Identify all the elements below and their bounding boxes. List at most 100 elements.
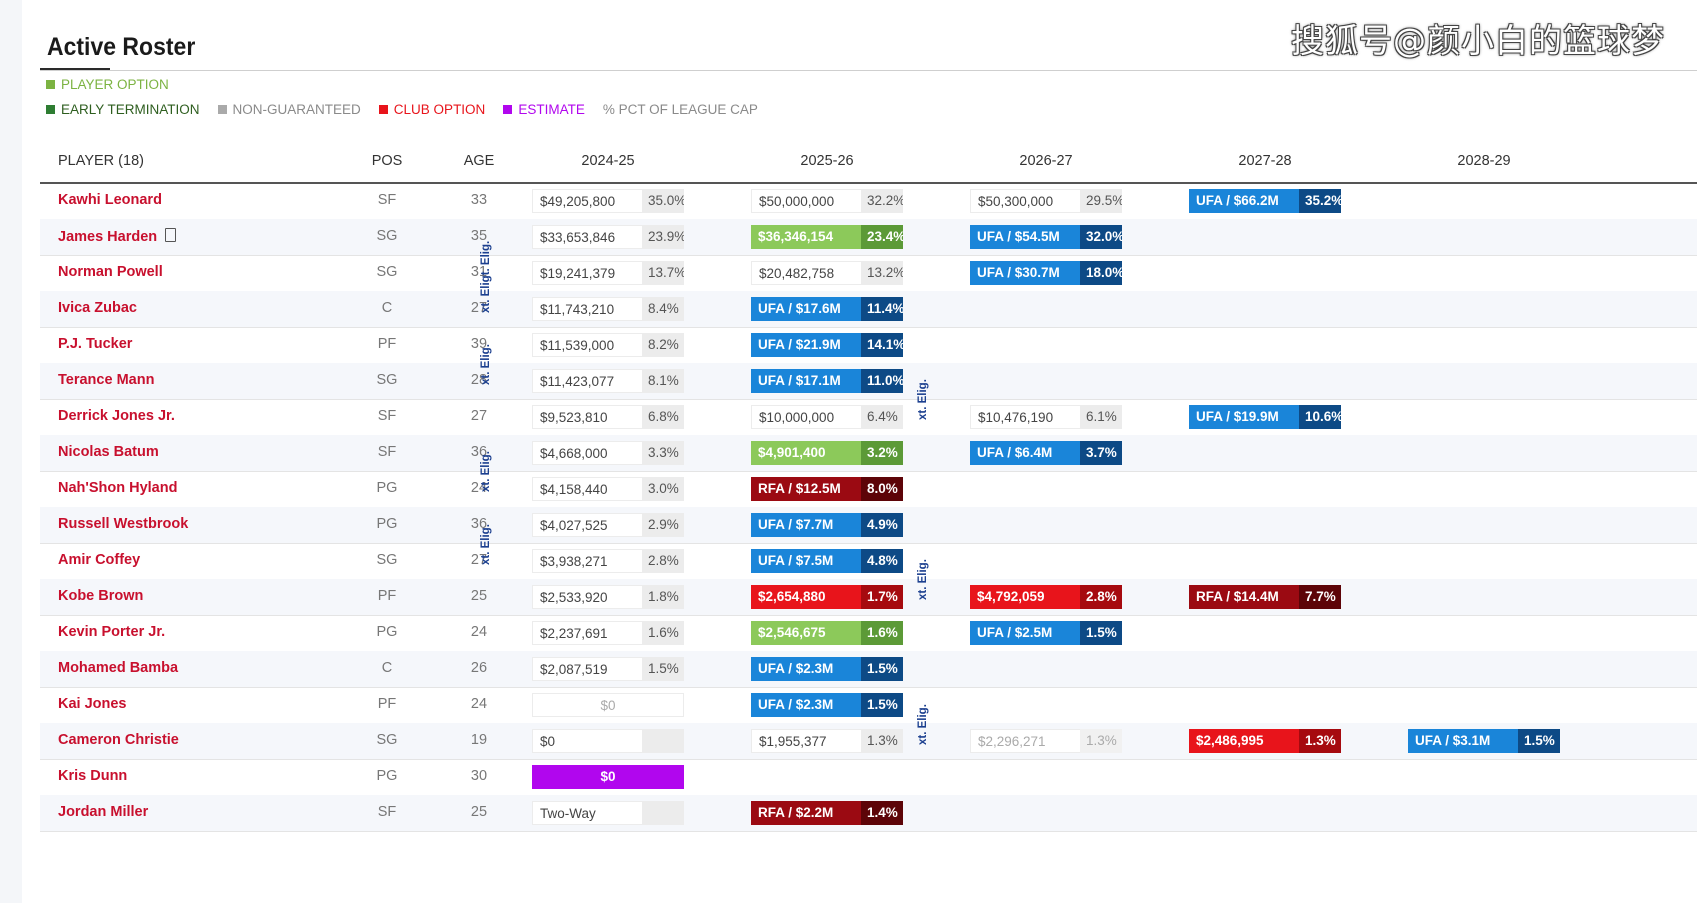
header-pos[interactable]: POS <box>371 153 403 169</box>
player-name-text: Jordan Miller <box>58 804 149 820</box>
player-name-link[interactable]: Norman Powell <box>58 264 163 280</box>
player-name-link[interactable]: Nah'Shon Hyland <box>58 480 177 496</box>
player-name-link[interactable]: Kevin Porter Jr. <box>58 624 165 640</box>
player-name-text: Mohamed Bamba <box>58 660 179 676</box>
contract-cell-ufa[interactable]: UFA / $7.7M 4.9% <box>751 513 903 537</box>
contract-cell-plain[interactable]: $3,938,271 2.8% <box>532 549 684 573</box>
contract-cell-ufa[interactable]: UFA / $2.3M 1.5% <box>751 693 903 717</box>
player-position: SG <box>376 732 398 748</box>
player-name-link[interactable]: Kai Jones <box>58 696 127 712</box>
contract-cell-plain[interactable]: $2,533,920 1.8% <box>532 585 684 609</box>
player-name-text: Cameron Christie <box>58 732 179 748</box>
legend-item-club-option: CLUB OPTION <box>378 102 485 117</box>
contract-cell-plain[interactable]: $50,000,000 32.2% <box>751 189 903 213</box>
contract-cell-rfa[interactable]: RFA / $12.5M 8.0% <box>751 477 903 501</box>
player-position: PG <box>376 768 398 784</box>
header-season-2024-25[interactable]: 2024-25 <box>581 153 635 169</box>
contract-cell-plain[interactable]: Two-Way <box>532 801 684 825</box>
contract-cell-plain[interactable]: $4,668,000 3.3% <box>532 441 684 465</box>
contract-cell-ufa[interactable]: UFA / $19.9M 10.6% <box>1189 405 1341 429</box>
player-name-link[interactable]: Amir Coffey <box>58 552 140 568</box>
contract-cell-ufa[interactable]: UFA / $3.1M 1.5% <box>1408 729 1560 753</box>
contract-cell-plain[interactable]: $0 <box>532 729 684 753</box>
contract-amount: $2,087,519 <box>532 657 642 681</box>
contract-cell-plain[interactable]: $11,743,210 8.4% <box>532 297 684 321</box>
contract-cell-co[interactable]: $2,486,995 1.3% <box>1189 729 1341 753</box>
contract-cell-ufa[interactable]: UFA / $30.7M 18.0% <box>970 261 1122 285</box>
player-name-link[interactable]: James Harden <box>58 228 177 245</box>
player-name-text: Nicolas Batum <box>58 444 159 460</box>
header-age[interactable]: AGE <box>463 153 495 169</box>
player-name-link[interactable]: Kobe Brown <box>58 588 143 604</box>
player-name-link[interactable]: Kris Dunn <box>58 768 127 784</box>
contract-cell-plain[interactable]: $2,087,519 1.5% <box>532 657 684 681</box>
extension-eligible-label: xt. Elig. <box>917 704 929 745</box>
contract-amount: $1,955,377 <box>751 729 861 753</box>
contract-pct-cap: 1.3% <box>861 729 903 753</box>
contract-pct-cap: 32.2% <box>861 189 903 213</box>
table-row: Kris Dunn PG 30 $0 <box>40 759 1697 796</box>
player-name-link[interactable]: Terance Mann <box>58 372 154 388</box>
contract-cell-plain[interactable]: $49,205,800 35.0% <box>532 189 684 213</box>
contract-cell-plain[interactable]: $10,000,000 6.4% <box>751 405 903 429</box>
contract-cell-ufa[interactable]: UFA / $7.5M 4.8% <box>751 549 903 573</box>
contract-cell-ufa[interactable]: UFA / $54.5M 32.0% <box>970 225 1122 249</box>
contract-cell-ufa[interactable]: UFA / $21.9M 14.1% <box>751 333 903 357</box>
contract-cell-plain[interactable]: $2,237,691 1.6% <box>532 621 684 645</box>
document-icon[interactable] <box>165 228 177 242</box>
contract-cell-ufa[interactable]: UFA / $17.6M 11.4% <box>751 297 903 321</box>
header-season-2027-28[interactable]: 2027-28 <box>1238 153 1292 169</box>
contract-amount: $10,000,000 <box>751 405 861 429</box>
contract-amount: Two-Way <box>532 801 642 825</box>
player-name-link[interactable]: Nicolas Batum <box>58 444 159 460</box>
header-season-2025-26[interactable]: 2025-26 <box>800 153 854 169</box>
contract-cell-plain[interactable]: $4,027,525 2.9% <box>532 513 684 537</box>
player-name-link[interactable]: Jordan Miller <box>58 804 148 820</box>
player-name-link[interactable]: Derrick Jones Jr. <box>58 408 175 424</box>
contract-amount: $4,158,440 <box>532 477 642 501</box>
contract-cell-ufa[interactable]: UFA / $6.4M 3.7% <box>970 441 1122 465</box>
contract-cell-plain[interactable]: $4,158,440 3.0% <box>532 477 684 501</box>
contract-cell-rfa[interactable]: RFA / $2.2M 1.4% <box>751 801 903 825</box>
contract-cell-plain[interactable]: $11,423,077 8.1% <box>532 369 684 393</box>
contract-cell-plain[interactable]: $50,300,000 29.5% <box>970 189 1122 213</box>
player-position: C <box>381 660 393 676</box>
legend-label: NON-GUARANTEED <box>232 102 361 117</box>
player-position: SG <box>376 228 398 244</box>
player-age: 27 <box>470 300 488 316</box>
contract-cell-empty[interactable]: $0 <box>532 693 684 717</box>
contract-cell-ufa[interactable]: UFA / $2.3M 1.5% <box>751 657 903 681</box>
contract-cell-est[interactable]: $0 <box>532 765 684 789</box>
header-season-2028-29[interactable]: 2028-29 <box>1457 153 1511 169</box>
player-name-link[interactable]: Kawhi Leonard <box>58 192 162 208</box>
player-name-link[interactable]: P.J. Tucker <box>58 336 132 352</box>
player-name-text: P.J. Tucker <box>58 336 133 352</box>
player-age: 28 <box>470 372 488 388</box>
contract-cell-ufa[interactable]: UFA / $66.2M 35.2% <box>1189 189 1341 213</box>
contract-cell-po[interactable]: $36,346,154 23.4% <box>751 225 903 249</box>
contract-cell-plain[interactable]: $9,523,810 6.8% <box>532 405 684 429</box>
contract-cell-ng[interactable]: $2,296,271 1.3% <box>970 729 1122 753</box>
header-player[interactable]: PLAYER (18) <box>58 153 144 169</box>
contract-cell-plain[interactable]: $10,476,190 6.1% <box>970 405 1122 429</box>
contract-cell-plain[interactable]: $11,539,000 8.2% <box>532 333 684 357</box>
contract-cell-ufa[interactable]: UFA / $17.1M 11.0% <box>751 369 903 393</box>
header-season-2026-27[interactable]: 2026-27 <box>1019 153 1073 169</box>
contract-cell-co[interactable]: $4,792,059 2.8% <box>970 585 1122 609</box>
contract-cell-po[interactable]: $4,901,400 3.2% <box>751 441 903 465</box>
contract-cell-plain[interactable]: $1,955,377 1.3% <box>751 729 903 753</box>
contract-amount: $2,486,995 <box>1189 729 1299 753</box>
player-name-link[interactable]: Ivica Zubac <box>58 300 137 316</box>
contract-cell-ufa[interactable]: UFA / $2.5M 1.5% <box>970 621 1122 645</box>
contract-cell-plain[interactable]: $33,653,846 23.9% <box>532 225 684 249</box>
contract-cell-plain[interactable]: $20,482,758 13.2% <box>751 261 903 285</box>
contract-cell-co[interactable]: $2,654,880 1.7% <box>751 585 903 609</box>
player-name-link[interactable]: Cameron Christie <box>58 732 179 748</box>
player-name-link[interactable]: Russell Westbrook <box>58 516 188 532</box>
contract-cell-po[interactable]: $2,546,675 1.6% <box>751 621 903 645</box>
contract-cell-rfa[interactable]: RFA / $14.4M 7.7% <box>1189 585 1341 609</box>
contract-pct-cap: 8.0% <box>861 477 903 501</box>
contract-cell-plain[interactable]: $19,241,379 13.7% <box>532 261 684 285</box>
contract-amount: UFA / $2.5M <box>970 621 1080 645</box>
player-name-link[interactable]: Mohamed Bamba <box>58 660 178 676</box>
